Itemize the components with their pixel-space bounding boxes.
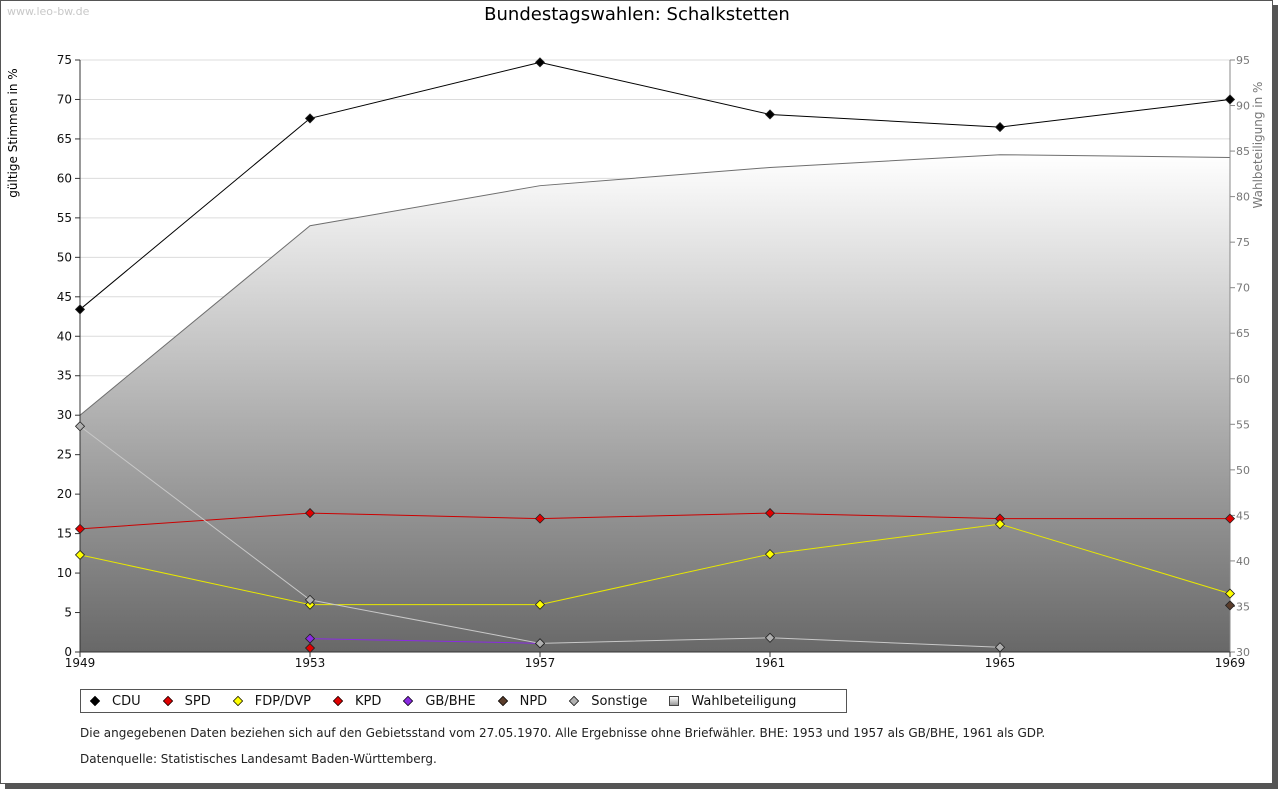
- series-line-spd: [79, 512, 1230, 530]
- series-line-fdp-dvp: [79, 523, 1231, 606]
- y2-tick-label: 80: [1236, 191, 1250, 204]
- legend-diamond-icon: [497, 695, 508, 707]
- legend-diamond-icon: [569, 695, 580, 707]
- data-point-spd: [764, 508, 776, 519]
- data-point-cdu: [764, 109, 776, 120]
- legend-label: CDU: [112, 693, 141, 709]
- y-axis-label: gültige Stimmen in %: [6, 68, 20, 197]
- data-source: Datenquelle: Statistisches Landesamt Bad…: [80, 752, 437, 766]
- y-tick-label: 5: [64, 606, 72, 620]
- x-tick-label: 1953: [295, 656, 326, 670]
- data-point-spd: [304, 508, 316, 519]
- legend-item-gb-bhe: GB/BHE: [403, 693, 476, 709]
- legend-diamond-icon: [89, 695, 101, 707]
- y-tick-label: 40: [57, 329, 72, 343]
- y-tick-label: 50: [57, 250, 72, 264]
- series-line-cdu: [79, 61, 1231, 310]
- data-point-kpd: [304, 642, 316, 654]
- data-point-fdp-dvp: [994, 519, 1006, 530]
- legend-item-spd: SPD: [162, 693, 211, 709]
- data-point-sonstige: [304, 594, 316, 605]
- data-point-spd: [534, 513, 546, 524]
- data-point-cdu: [534, 57, 546, 68]
- legend-label: FDP/DVP: [254, 693, 311, 709]
- y-tick-label: 45: [57, 290, 72, 304]
- x-tick-label: 1969: [1215, 656, 1246, 670]
- legend-label: KPD: [354, 693, 382, 709]
- data-point-sonstige: [994, 642, 1006, 653]
- legend-label: Wahlbeteiligung: [691, 693, 797, 709]
- legend-item-npd: NPD: [497, 693, 548, 709]
- legend-item-kpd: KPD: [332, 693, 382, 709]
- legend-item-sonstige: Sonstige: [569, 694, 647, 709]
- y-tick-label: 75: [57, 53, 72, 67]
- series-line-gb-bhe: [309, 638, 541, 644]
- data-point-npd: [1224, 600, 1236, 611]
- y2-tick-label: 85: [1236, 145, 1250, 158]
- y2-tick-label: 50: [1236, 464, 1250, 477]
- legend-square-icon: [669, 696, 680, 706]
- data-point-cdu: [74, 304, 86, 315]
- legend-item-fdp-dvp: FDP/DVP: [232, 693, 311, 709]
- data-point-cdu: [304, 113, 316, 124]
- y-tick-label: 10: [57, 566, 72, 580]
- y2-tick-label: 75: [1236, 236, 1250, 249]
- watermark: www.leo-bw.de: [7, 5, 90, 18]
- y-tick-label: 30: [57, 408, 72, 422]
- x-tick-label: 1957: [525, 656, 556, 670]
- legend-diamond-icon: [403, 695, 414, 707]
- legend-item-wahlbeteiligung: Wahlbeteiligung: [669, 694, 796, 709]
- y-tick-label: 35: [57, 369, 72, 383]
- turnout-area: [80, 154, 1230, 652]
- legend-label: SPD: [184, 693, 211, 709]
- y-tick-label: 55: [57, 211, 72, 225]
- x-tick-label: 1949: [65, 656, 96, 670]
- y-tick-label: 20: [57, 487, 72, 501]
- data-point-spd: [74, 523, 86, 534]
- y-tick-label: 0: [64, 645, 72, 659]
- data-point-sonstige: [74, 421, 86, 432]
- y-tick-label: 25: [57, 448, 72, 462]
- y2-tick-label: 90: [1236, 100, 1250, 113]
- y2-axis-label: Wahlbeteiligung in %: [1251, 82, 1265, 209]
- y2-tick-label: 60: [1236, 373, 1250, 386]
- legend-label: GB/BHE: [425, 693, 476, 709]
- data-point-spd: [1224, 513, 1236, 524]
- data-point-sonstige: [764, 632, 776, 643]
- legend-item-cdu: CDU: [89, 693, 141, 709]
- y2-tick-label: 40: [1236, 555, 1250, 568]
- legend: CDU SPD FDP/DVP KPD GB/BHE NPD Sonstige Wahlbet…: [80, 689, 847, 713]
- y-tick-label: 65: [57, 132, 72, 146]
- data-point-cdu: [1224, 94, 1236, 105]
- data-point-cdu: [994, 122, 1006, 133]
- y2-tick-label: 30: [1236, 646, 1250, 659]
- y-tick-label: 60: [57, 171, 72, 185]
- y2-tick-label: 35: [1236, 600, 1250, 613]
- data-point-fdp-dvp: [1224, 588, 1236, 599]
- y2-tick-label: 65: [1236, 327, 1250, 340]
- data-point-sonstige: [534, 638, 546, 649]
- data-point-gb-bhe: [304, 633, 316, 644]
- chart-title: Bundestagswahlen: Schalkstetten: [484, 4, 790, 25]
- legend-diamond-icon: [162, 695, 173, 707]
- y2-tick-label: 70: [1236, 282, 1250, 295]
- data-point-fdp-dvp: [764, 549, 776, 560]
- y-tick-label: 15: [57, 527, 72, 541]
- y-tick-label: 70: [57, 92, 72, 106]
- y2-tick-label: 95: [1236, 54, 1250, 67]
- y2-tick-label: 55: [1236, 418, 1250, 431]
- legend-diamond-icon: [232, 695, 243, 707]
- x-tick-label: 1965: [985, 656, 1016, 670]
- data-point-fdp-dvp: [534, 599, 546, 610]
- legend-label: Sonstige: [591, 693, 648, 709]
- legend-diamond-icon: [332, 695, 344, 707]
- legend-label: NPD: [519, 693, 548, 709]
- turnout-line: [79, 154, 1231, 416]
- x-tick-label: 1961: [755, 656, 786, 670]
- footnote: Die angegebenen Daten beziehen sich auf …: [80, 726, 1046, 740]
- y2-tick-label: 45: [1236, 509, 1250, 522]
- data-point-fdp-dvp: [74, 549, 86, 560]
